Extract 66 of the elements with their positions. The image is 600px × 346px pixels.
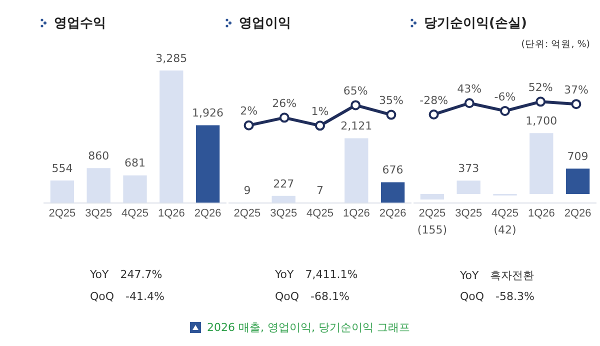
point xyxy=(428,109,439,120)
data-label: 52% xyxy=(528,81,553,94)
data-label: 1,926 xyxy=(192,106,224,120)
data-label: 7 xyxy=(316,184,324,197)
text: YoY 247.7% xyxy=(90,268,162,281)
point xyxy=(536,96,546,107)
x-tick-label: 4Q25 xyxy=(306,207,334,220)
chart-title: 당기순이익(손실) xyxy=(424,15,527,32)
bar xyxy=(566,168,590,194)
point xyxy=(386,110,396,120)
text: QoQ -68.1% xyxy=(275,290,350,303)
data-label: (155) xyxy=(417,223,447,236)
bar xyxy=(456,180,480,194)
data-label: 681 xyxy=(124,156,146,170)
data-label: 2,121 xyxy=(340,120,372,133)
chart-title: 영업수익 xyxy=(54,15,106,32)
data-label: 709 xyxy=(567,150,588,163)
data-label: 554 xyxy=(52,162,73,175)
data-label: 37% xyxy=(564,83,588,96)
data-label: 676 xyxy=(382,164,404,177)
x-tick-label: 1Q26 xyxy=(528,207,555,220)
data-label: 35% xyxy=(378,94,404,108)
x-tick-label: 4Q25 xyxy=(492,207,518,220)
data-label: 1% xyxy=(311,105,329,118)
point xyxy=(571,99,582,110)
point xyxy=(315,120,325,131)
data-label: -6% xyxy=(494,90,516,104)
text: QoQ -41.4% xyxy=(90,290,164,303)
data-label: 26% xyxy=(272,97,297,110)
data-label: 2% xyxy=(240,104,258,118)
bar xyxy=(420,194,444,200)
data-label: 373 xyxy=(458,162,480,175)
data-label: 43% xyxy=(457,82,482,96)
x-tick-label: 2Q26 xyxy=(564,207,592,220)
x-tick-label: 1Q26 xyxy=(158,207,185,220)
x-tick-label: 3Q25 xyxy=(455,207,482,220)
x-tick-label: 2Q26 xyxy=(194,207,222,220)
bar xyxy=(196,125,220,203)
x-tick-label: 3Q25 xyxy=(85,207,112,220)
data-label: 3,285 xyxy=(156,52,188,65)
data-label: -28% xyxy=(420,94,448,107)
x-tick-label: 2Q25 xyxy=(48,207,76,220)
x-tick-label: 3Q25 xyxy=(270,207,298,220)
data-label: 860 xyxy=(88,150,110,163)
text: 2026 매출, 영업이익, 당기순이익 그래프 xyxy=(207,320,410,335)
point xyxy=(279,112,290,123)
text: YoY 7,411.1% xyxy=(275,268,358,281)
text: (단위: 억원, %) xyxy=(521,38,590,51)
x-tick-label: 4Q25 xyxy=(122,207,148,220)
data-label: 9 xyxy=(244,184,251,197)
text: QoQ -58.3% xyxy=(460,290,534,303)
data-label: 227 xyxy=(273,177,294,190)
data-label: (42) xyxy=(494,223,516,236)
x-tick-label: 2Q26 xyxy=(379,207,406,220)
point xyxy=(350,100,361,110)
x-tick-label: 1Q26 xyxy=(342,207,370,220)
data-label: 1,700 xyxy=(526,114,558,128)
data-label: 65% xyxy=(343,84,368,98)
text: YoY 흑자전환 xyxy=(460,268,534,283)
point xyxy=(500,106,510,116)
point xyxy=(244,120,254,130)
x-tick-label: 2Q25 xyxy=(234,207,261,220)
x-tick-label: 2Q25 xyxy=(418,207,446,220)
bar xyxy=(530,133,554,194)
chart-title: 영업이익 xyxy=(239,15,291,32)
point xyxy=(464,98,474,108)
